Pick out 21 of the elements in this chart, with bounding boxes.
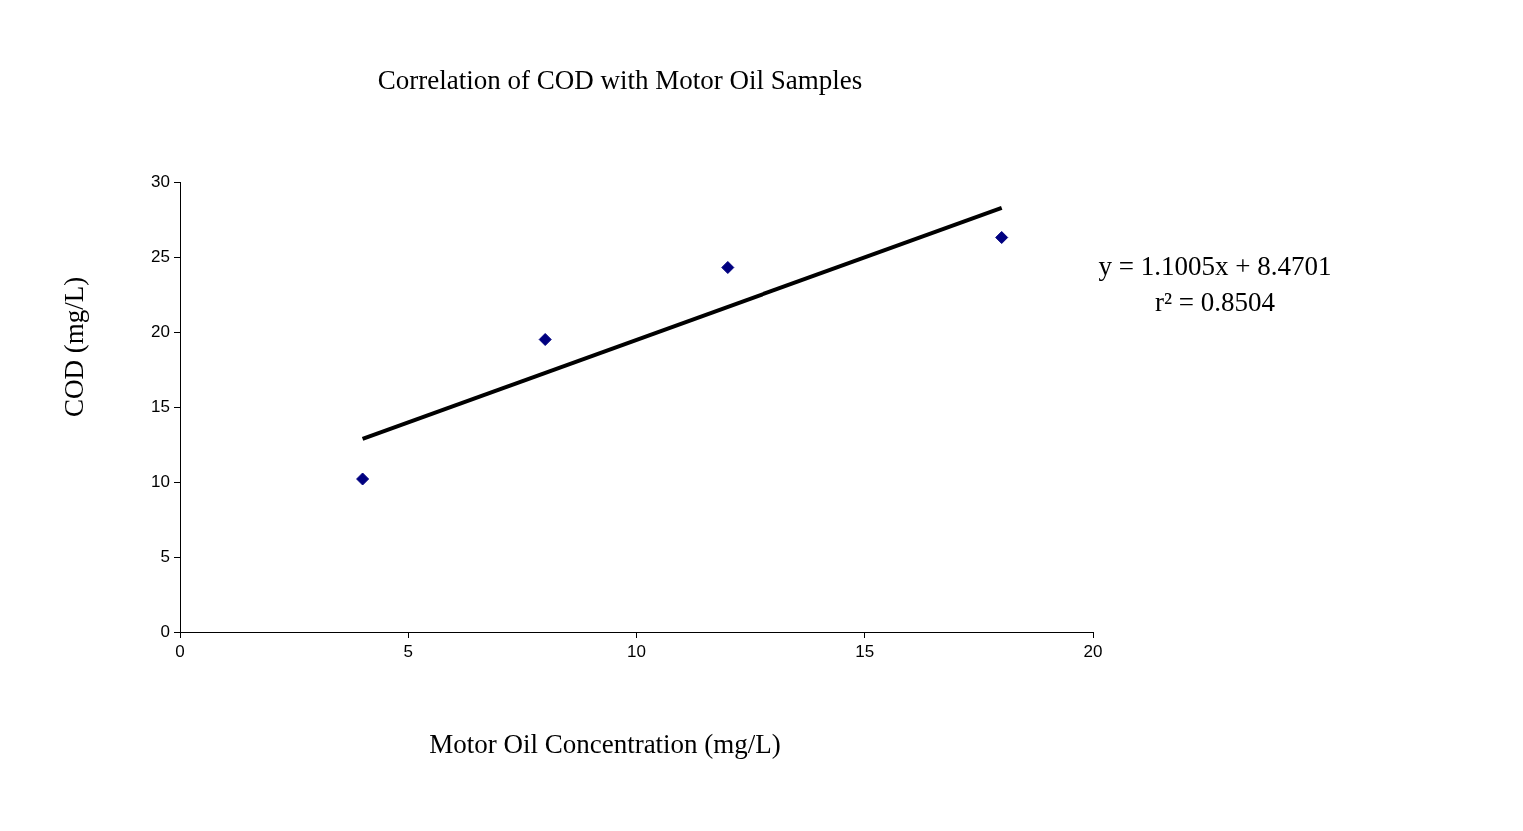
y-tick-label: 25 bbox=[151, 246, 170, 266]
x-tick-label: 5 bbox=[403, 641, 413, 661]
y-tick-label: 20 bbox=[151, 321, 170, 341]
y-axis-title: COD (mg/L) bbox=[59, 276, 90, 418]
y-tick-label: 5 bbox=[160, 546, 170, 566]
x-tick-label: 0 bbox=[175, 641, 185, 661]
point bbox=[538, 333, 552, 346]
text: r² = 0.8504 bbox=[1154, 287, 1276, 318]
point bbox=[995, 231, 1009, 244]
x-tick-label: 15 bbox=[855, 641, 875, 661]
x-tick-label: 10 bbox=[627, 641, 646, 661]
text: y = 1.1005x + 8.4701 bbox=[1098, 251, 1332, 282]
chart-title: Correlation of COD with Motor Oil Samples bbox=[377, 65, 863, 96]
y-tick-label: 15 bbox=[151, 396, 170, 416]
y-tick-label: 30 bbox=[151, 171, 170, 191]
y-tick-label: 10 bbox=[151, 471, 170, 491]
point bbox=[721, 261, 735, 274]
y-tick-label: 0 bbox=[160, 621, 170, 641]
x-tick-label: 20 bbox=[1083, 641, 1103, 661]
point bbox=[356, 472, 370, 486]
x-axis-title: Motor Oil Concentration (mg/L) bbox=[429, 729, 781, 760]
